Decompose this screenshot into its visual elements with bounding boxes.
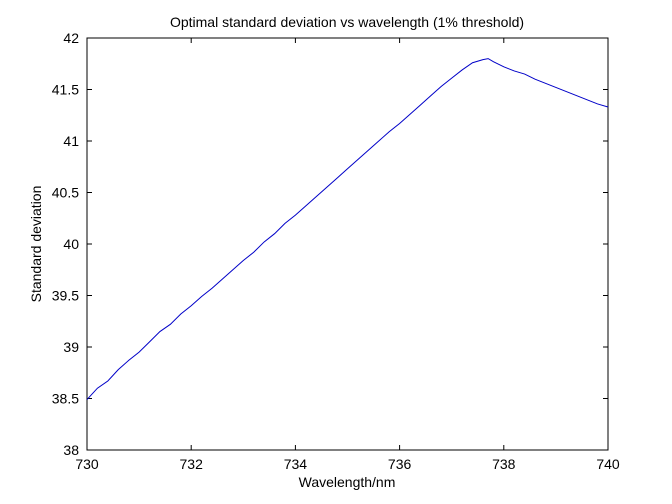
- x-axis: 730 732 734 736 738 740: [75, 38, 620, 472]
- y-tick-label: 39.5: [52, 288, 79, 304]
- y-axis-title: Standard deviation: [28, 186, 44, 303]
- y-tick-label: 42: [63, 30, 79, 46]
- x-tick-label: 730: [75, 456, 99, 472]
- y-tick-label: 38.5: [52, 391, 79, 407]
- chart-title: Optimal standard deviation vs wavelength…: [170, 14, 524, 30]
- y-tick-label: 39: [63, 339, 79, 355]
- plot-area: 730 732 734 736 738 740 38 38.5 39 39.5 40 40.5 41 4…: [52, 30, 620, 472]
- x-tick-label: 738: [492, 456, 516, 472]
- series-line: [86, 58, 609, 400]
- x-tick-label: 732: [180, 456, 204, 472]
- x-tick-label: 740: [596, 456, 620, 472]
- y-tick-label: 40: [63, 236, 79, 252]
- y-tick-label: 38: [63, 442, 79, 458]
- y-tick-label: 41: [63, 133, 79, 149]
- y-tick-label: 41.5: [52, 82, 79, 98]
- x-axis-title: Wavelength/nm: [299, 474, 396, 490]
- y-tick-label: 40.5: [52, 185, 79, 201]
- x-tick-label: 736: [388, 456, 412, 472]
- axes-box: [86, 37, 609, 451]
- y-axis: 38 38.5 39 39.5 40 40.5 41 41.5 42: [52, 30, 608, 458]
- x-tick-label: 734: [284, 456, 308, 472]
